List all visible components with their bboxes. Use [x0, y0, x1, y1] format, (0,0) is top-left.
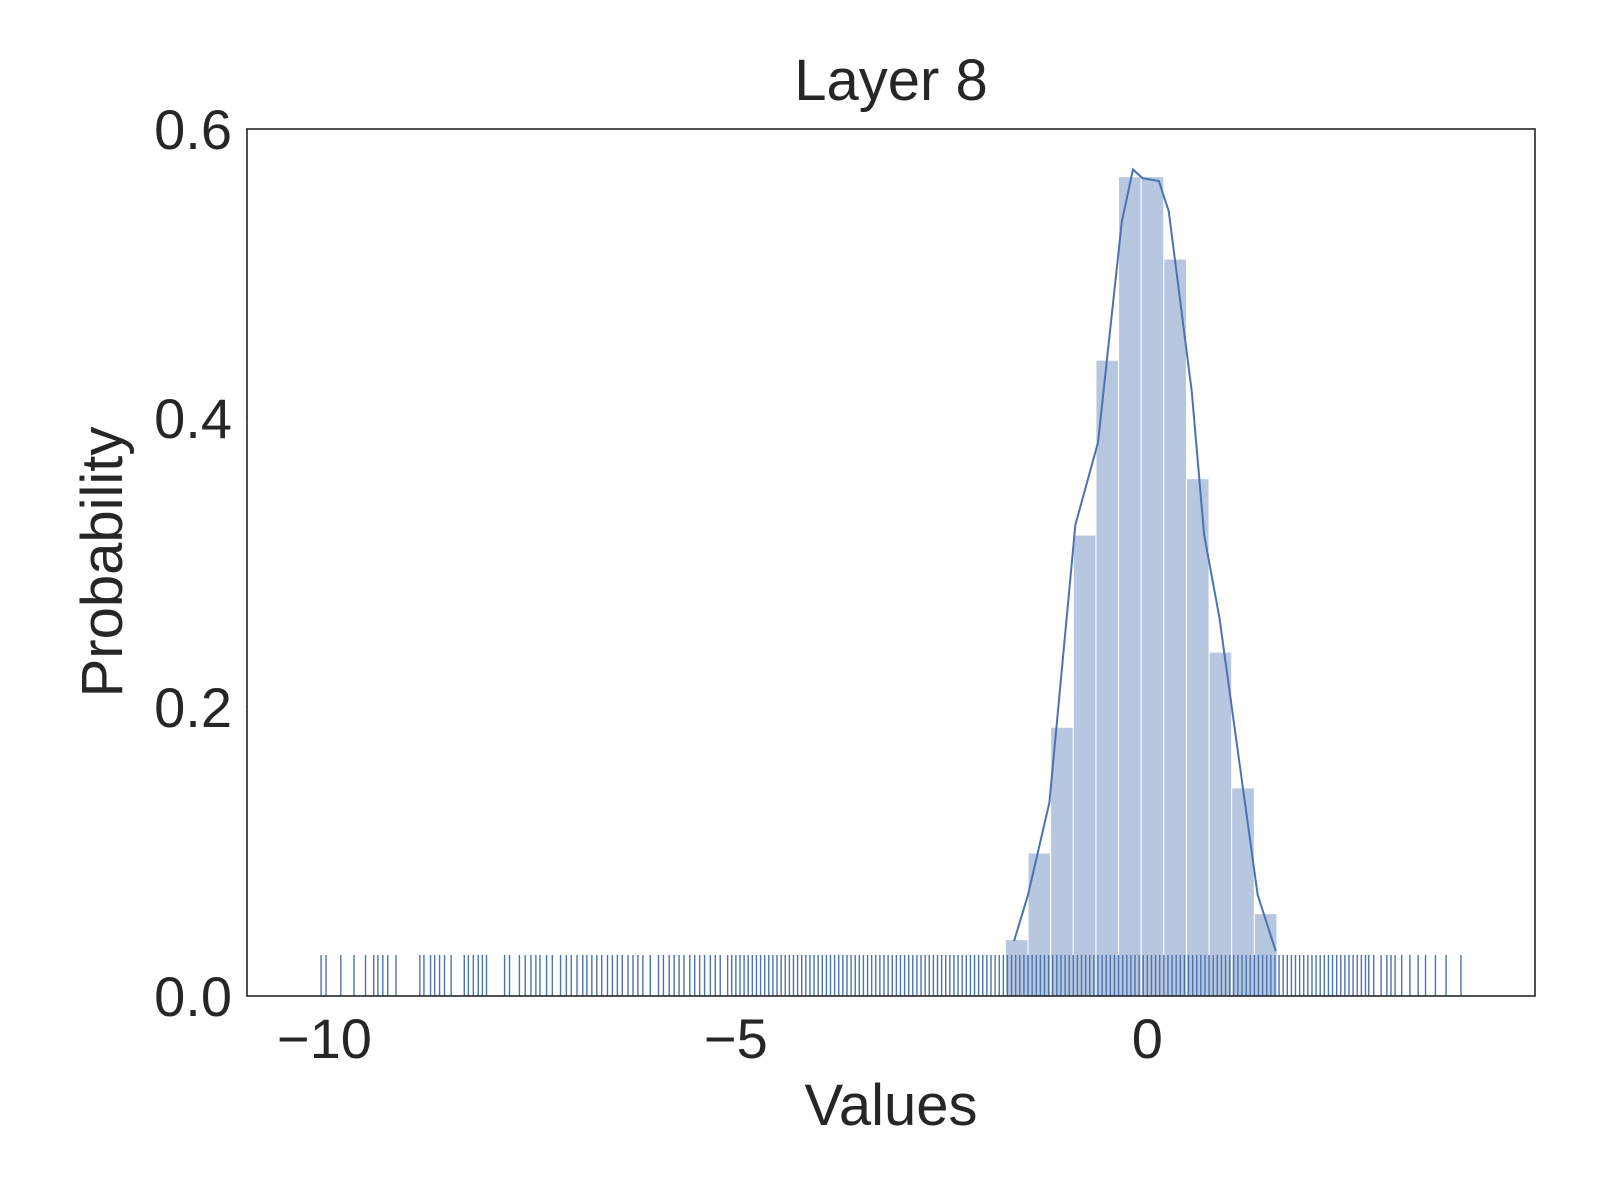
x-tick-label: −10 [277, 1007, 372, 1070]
x-tick-label: −5 [704, 1007, 768, 1070]
histogram-bar [1185, 478, 1210, 997]
y-tick-label: 0.4 [154, 387, 232, 450]
y-tick-label: 0.6 [154, 98, 232, 161]
histogram-bar [1027, 852, 1052, 997]
histogram-bar [1050, 726, 1074, 997]
y-axis-label: Probability [70, 427, 135, 698]
histogram-bar [1208, 651, 1233, 997]
histogram-bar [1095, 359, 1120, 997]
histogram-bar [1253, 913, 1278, 997]
histogram-bar [1072, 534, 1097, 997]
histogram-bar [1163, 258, 1187, 997]
histogram-bar [1231, 787, 1255, 997]
histogram-bar [1118, 176, 1142, 997]
histogram-bar [1004, 939, 1029, 997]
x-axis-label: Values [804, 1073, 977, 1138]
y-tick-label: 0.2 [154, 676, 232, 739]
plot-frame [246, 128, 1536, 997]
chart-title: Layer 8 [794, 48, 987, 113]
y-tick-label: 0.0 [154, 965, 232, 1028]
x-tick-label: 0 [1132, 1007, 1163, 1070]
kde-line [1013, 167, 1277, 952]
histogram-bar [1140, 176, 1165, 997]
